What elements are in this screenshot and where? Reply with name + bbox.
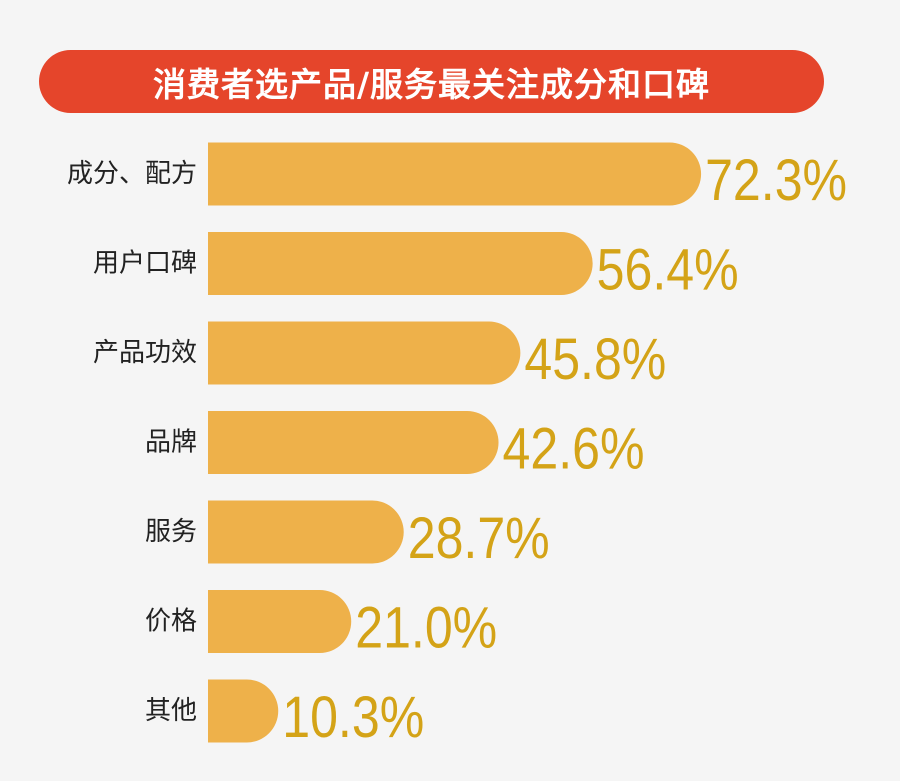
category-label-4: 服务	[145, 517, 197, 547]
category-label-5: 价格	[145, 607, 197, 637]
chart-title: 消费者选产品/服务最关注成分和口碑	[39, 50, 824, 113]
category-label-0: 成分、配方	[67, 159, 197, 189]
category-label-1: 用户口碑	[93, 249, 197, 279]
value-label-4: 28.7%	[408, 506, 550, 571]
bar-6	[208, 679, 279, 743]
bar-3	[208, 411, 499, 474]
value-label-0: 72.3%	[705, 148, 847, 213]
value-label-2: 45.8%	[524, 327, 666, 392]
bar-5	[208, 590, 352, 653]
category-label-2: 产品功效	[93, 338, 197, 368]
bar-0	[208, 142, 702, 206]
value-label-5: 21.0%	[355, 596, 497, 661]
value-label-3: 42.6%	[503, 417, 645, 482]
bar-2	[208, 321, 521, 385]
category-label-3: 品牌	[145, 428, 197, 458]
value-label-6: 10.3%	[282, 685, 424, 750]
bar-1	[208, 232, 593, 295]
bar-4	[208, 500, 404, 564]
value-label-1: 56.4%	[597, 238, 739, 303]
category-label-6: 其他	[145, 696, 197, 726]
